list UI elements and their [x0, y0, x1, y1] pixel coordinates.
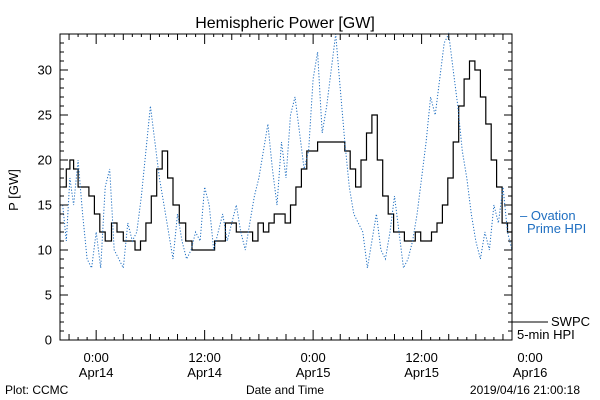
legend-ovation-line2: Prime HPI: [527, 221, 586, 236]
x-tick-label-time: 0:00: [300, 350, 325, 365]
y-axis-ticks: 0 5 10 15 20 25 30: [38, 33, 512, 348]
y-tick-label: 30: [38, 63, 52, 78]
y-tick-label: 25: [38, 108, 52, 123]
x-tick-label-time: 12:00: [405, 350, 438, 365]
plot-lines: [62, 32, 513, 270]
y-tick-label: 20: [38, 153, 52, 168]
x-axis-label: Date and Time: [246, 383, 324, 397]
legend-swpc-line2: 5-min HPI: [517, 327, 575, 342]
x-tick-label-time: 12:00: [188, 350, 221, 365]
x-tick-label-time: 0:00: [517, 350, 542, 365]
x-tick-label-date: Apr14: [187, 365, 222, 380]
y-tick-label: 10: [38, 243, 52, 258]
x-tick-label-date: Apr15: [404, 365, 439, 380]
y-tick-label: 0: [45, 333, 52, 348]
legend-swpc-line1: SWPC: [551, 314, 590, 329]
x-tick-label-date: Apr15: [296, 365, 331, 380]
chart-title: Hemispheric Power [GW]: [195, 15, 375, 32]
plot-frame: [59, 33, 513, 341]
x-axis-ticks: 0:00Apr1412:00Apr140:00Apr1512:00Apr150:…: [59, 34, 548, 380]
series-swpc-line: [62, 60, 513, 251]
y-axis-label: P [GW]: [6, 169, 21, 211]
footer-credit: Plot: CCMC: [5, 383, 69, 397]
legend-ovation-line1: – Ovation: [520, 208, 576, 223]
x-tick-label-date: Apr16: [513, 365, 548, 380]
footer-timestamp: 2019/04/16 21:00:18: [470, 383, 580, 397]
y-tick-label: 5: [45, 288, 52, 303]
x-tick-label-date: Apr14: [79, 365, 114, 380]
x-tick-label-time: 0:00: [84, 350, 109, 365]
y-tick-label: 15: [38, 198, 52, 213]
series-ovation-line: [62, 32, 513, 270]
